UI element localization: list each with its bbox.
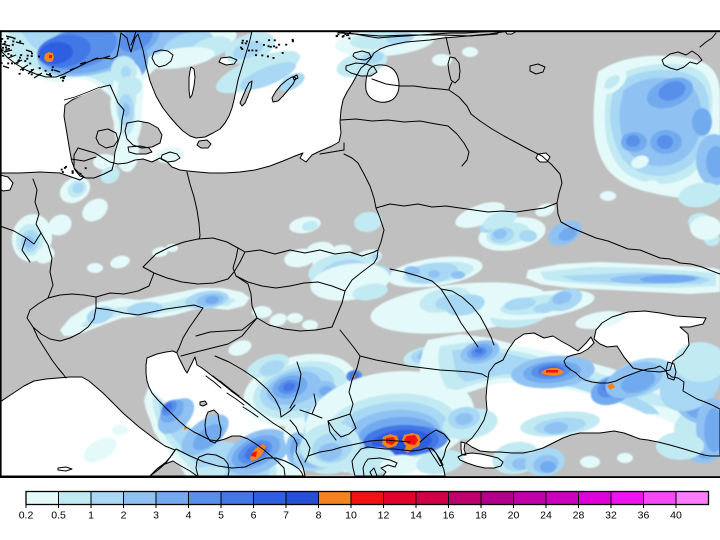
- svg-text:20: 20: [508, 510, 520, 522]
- svg-text:36: 36: [638, 510, 650, 522]
- svg-text:5: 5: [218, 510, 224, 522]
- svg-text:16: 16: [443, 510, 455, 522]
- svg-text:18: 18: [475, 510, 487, 522]
- svg-text:7: 7: [283, 510, 289, 522]
- svg-text:8: 8: [316, 510, 322, 522]
- svg-text:24: 24: [540, 510, 552, 522]
- svg-text:2: 2: [121, 510, 127, 522]
- svg-text:12: 12: [378, 510, 390, 522]
- svg-text:0.5: 0.5: [51, 510, 66, 522]
- svg-text:1: 1: [88, 510, 94, 522]
- svg-text:28: 28: [573, 510, 585, 522]
- svg-text:0.2: 0.2: [19, 510, 34, 522]
- svg-text:4: 4: [186, 510, 192, 522]
- svg-text:3: 3: [153, 510, 159, 522]
- svg-text:6: 6: [251, 510, 257, 522]
- svg-text:32: 32: [605, 510, 617, 522]
- svg-text:14: 14: [410, 510, 422, 522]
- svg-text:40: 40: [670, 510, 682, 522]
- svg-text:10: 10: [345, 510, 357, 522]
